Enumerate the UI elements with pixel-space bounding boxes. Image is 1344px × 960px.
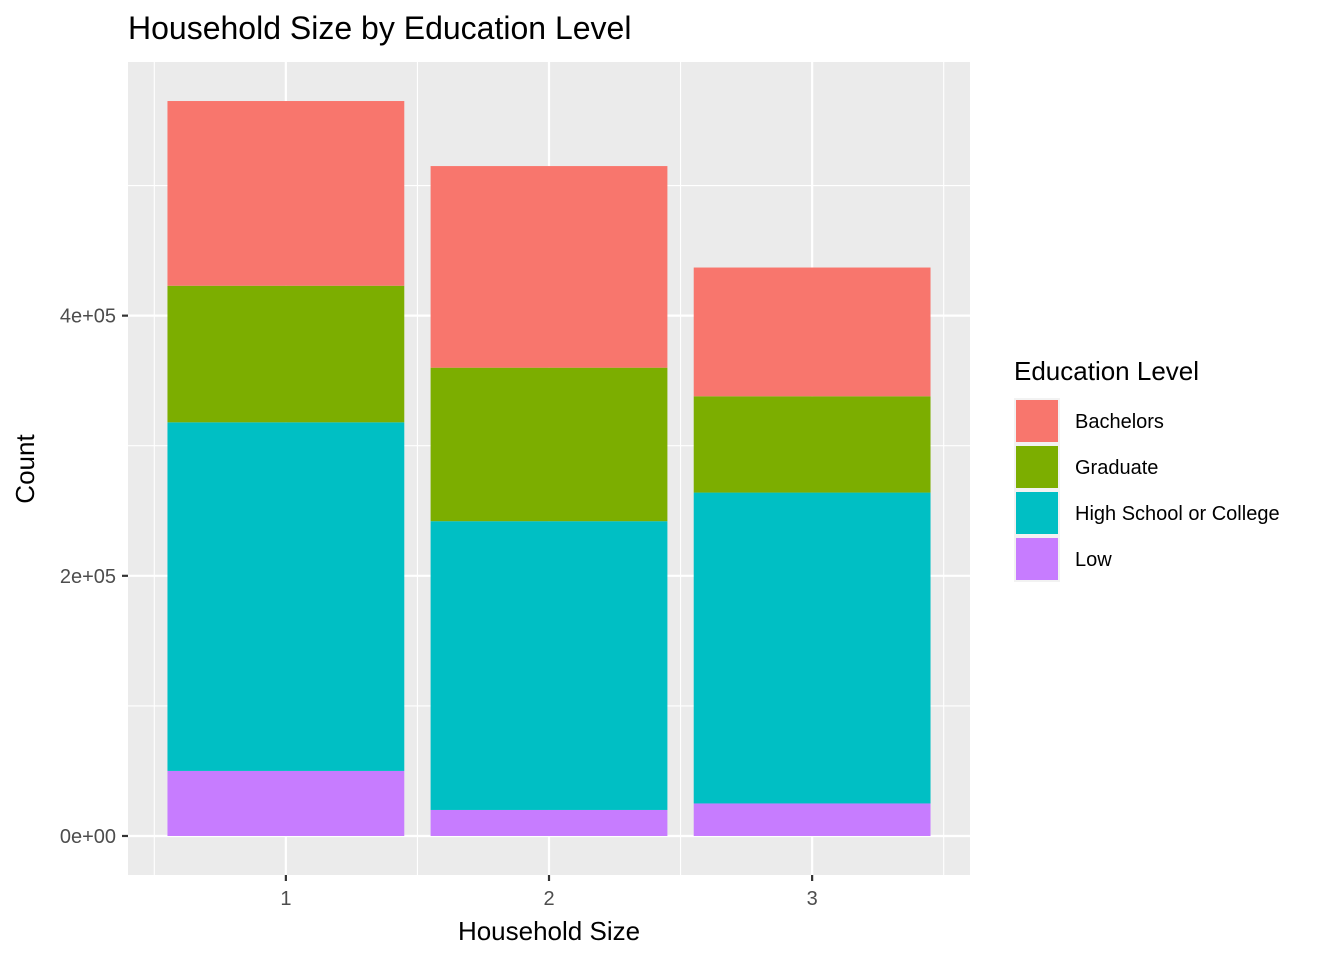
legend-title: Education Level bbox=[1014, 356, 1199, 386]
bar-segment-graduate-3 bbox=[693, 396, 931, 493]
chart-title: Household Size by Education Level bbox=[128, 10, 631, 46]
legend-label: Graduate bbox=[1075, 457, 1158, 479]
bar-segment-bachelors-3 bbox=[693, 267, 931, 397]
x-axis-title: Household Size bbox=[458, 916, 640, 946]
legend-label: Low bbox=[1075, 549, 1112, 571]
bar-segment-graduate-2 bbox=[430, 367, 668, 522]
legend: Education Level Bachelors Graduate High Sc… bbox=[1014, 356, 1280, 582]
bar-segment-high-school-or-college-1 bbox=[167, 422, 405, 771]
bar-segment-low-2 bbox=[430, 809, 668, 836]
bar-segment-bachelors-1 bbox=[167, 101, 405, 286]
y-axis-title: Count bbox=[10, 434, 40, 504]
legend-key-graduate bbox=[1016, 446, 1058, 488]
bar-segment-low-3 bbox=[693, 803, 931, 836]
legend-key-bachelors bbox=[1016, 400, 1058, 442]
x-tick-label: 1 bbox=[280, 888, 291, 910]
legend-key-high-school-or-college bbox=[1016, 492, 1058, 534]
legend-label: High School or College bbox=[1075, 503, 1280, 525]
y-tick-label: 4e+05 bbox=[60, 306, 116, 328]
y-tick-label: 0e+00 bbox=[60, 826, 116, 848]
bar-segment-high-school-or-college-2 bbox=[430, 521, 668, 810]
legend-label: Bachelors bbox=[1075, 411, 1164, 433]
bar-segment-bachelors-2 bbox=[430, 166, 668, 368]
bar-segment-high-school-or-college-3 bbox=[693, 492, 931, 804]
axes: 0e+00 2e+05 4e+05 1 2 3 bbox=[60, 306, 818, 910]
bars bbox=[167, 101, 931, 836]
bar-segment-low-1 bbox=[167, 770, 405, 836]
y-tick-label: 2e+05 bbox=[60, 566, 116, 588]
x-tick-label: 3 bbox=[807, 888, 818, 910]
legend-key-low bbox=[1016, 538, 1058, 580]
bar-segment-graduate-1 bbox=[167, 285, 405, 423]
x-tick-label: 2 bbox=[543, 888, 554, 910]
